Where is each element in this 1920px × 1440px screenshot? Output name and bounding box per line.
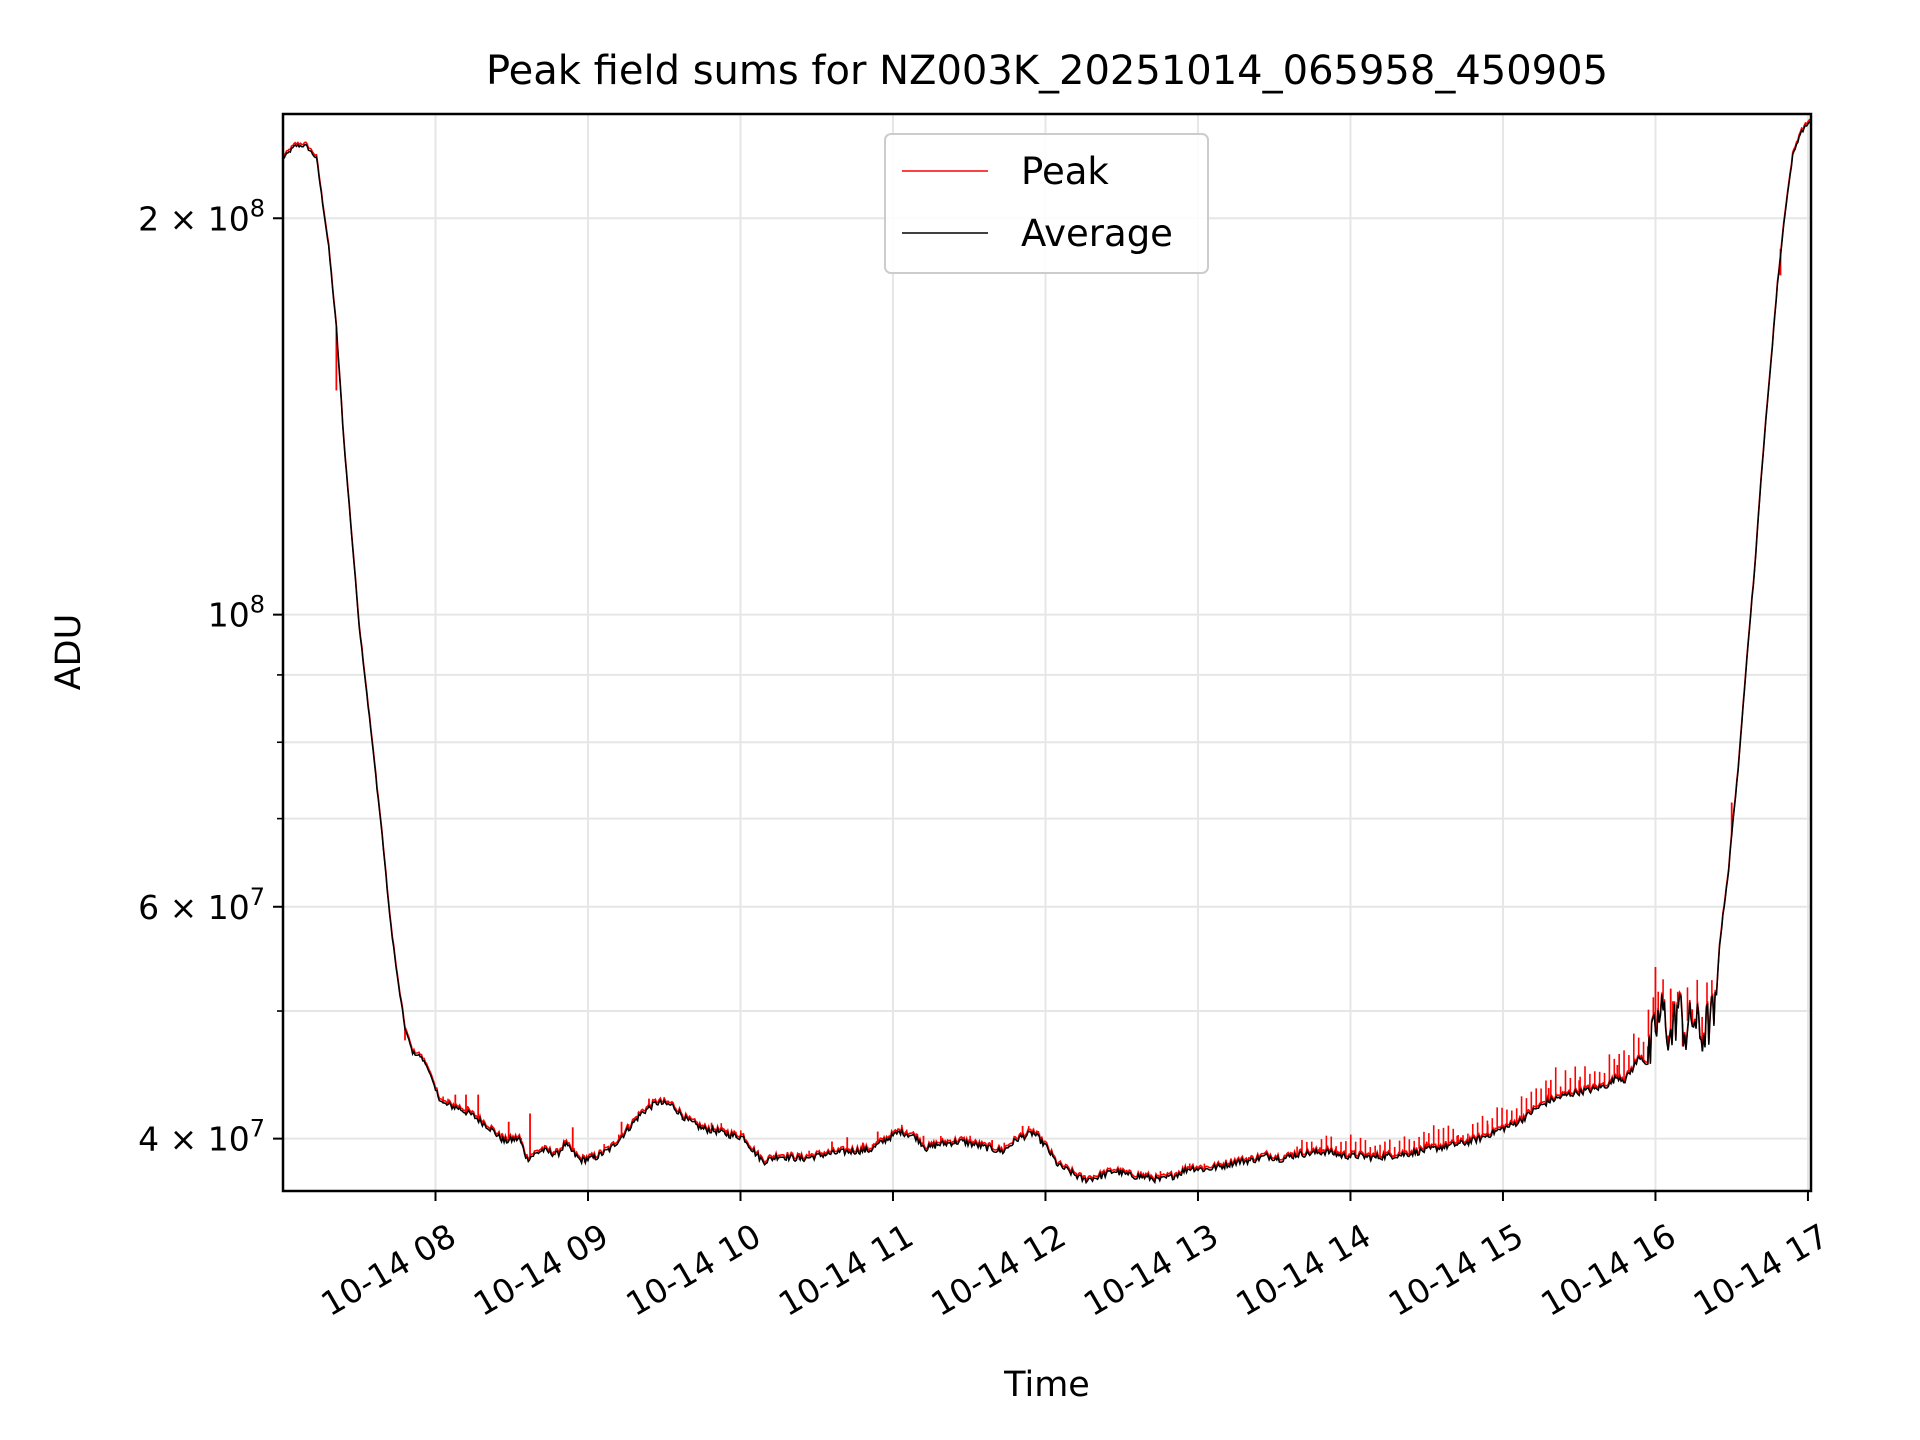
y-tick-base: 2 × 10 [138, 199, 250, 238]
y-tick-exponent: 8 [250, 194, 265, 222]
y-tick-label: 4 × 107 [138, 1115, 265, 1159]
y-tick-exponent: 8 [250, 591, 265, 619]
legend-average-label: Average [1021, 212, 1173, 255]
legend-peak-label: Peak [1021, 150, 1109, 193]
chart-title: Peak field sums for NZ003K_20251014_0659… [486, 48, 1608, 94]
y-tick-base: 4 × 10 [138, 1120, 250, 1159]
y-axis-label: ADU [49, 614, 89, 691]
plot-frame [281, 112, 1813, 1193]
y-tick-base: 6 × 10 [138, 888, 250, 927]
average-series [282, 120, 1812, 1185]
legend: Peak Average [884, 133, 1209, 274]
legend-box [884, 133, 1209, 274]
x-axis-label: Time [1003, 1365, 1090, 1405]
y-tick-label: 6 × 107 [138, 883, 265, 927]
y-tick-label: 108 [208, 591, 265, 635]
average-line [282, 120, 1812, 1185]
y-tick-exponent: 7 [250, 883, 265, 911]
y-tick-exponent: 7 [250, 1115, 265, 1143]
y-tick-base: 10 [208, 596, 250, 635]
y-tick-label: 2 × 108 [138, 194, 265, 238]
